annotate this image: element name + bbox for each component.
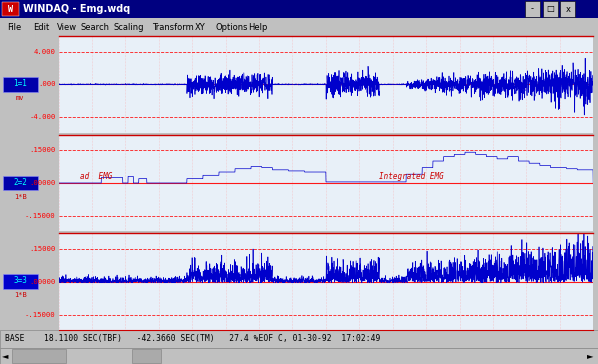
Text: WINDAQ - Emg.wdq: WINDAQ - Emg.wdq <box>23 4 130 14</box>
Bar <box>560 1 575 16</box>
Text: 4.000: 4.000 <box>33 49 56 55</box>
Text: .15000: .15000 <box>29 246 56 252</box>
Text: Scaling: Scaling <box>114 23 144 32</box>
Text: Search: Search <box>81 23 109 32</box>
Text: 1*B: 1*B <box>14 293 27 298</box>
Text: ◄: ◄ <box>2 352 8 360</box>
Bar <box>12 349 66 363</box>
Text: XY: XY <box>194 23 205 32</box>
Text: -.15000: -.15000 <box>25 312 56 318</box>
Bar <box>543 1 558 16</box>
Bar <box>0 348 598 364</box>
Text: Integrated EMG: Integrated EMG <box>379 172 444 181</box>
Text: 1*B: 1*B <box>14 194 27 200</box>
Text: -4.000: -4.000 <box>29 114 56 119</box>
Bar <box>0 330 598 348</box>
Text: Transform: Transform <box>152 23 194 32</box>
Bar <box>0 18 598 36</box>
Text: ►: ► <box>587 352 594 360</box>
Bar <box>0 0 598 18</box>
Text: ad  EMG: ad EMG <box>80 172 112 181</box>
Text: Help: Help <box>248 23 267 32</box>
Text: .00000: .00000 <box>29 279 56 285</box>
Bar <box>2 2 19 16</box>
Text: Options: Options <box>215 23 248 32</box>
Text: File: File <box>7 23 22 32</box>
Text: □: □ <box>547 4 554 13</box>
Text: x: x <box>565 4 570 13</box>
Bar <box>3 176 38 190</box>
Text: View: View <box>57 23 77 32</box>
Bar <box>3 77 38 92</box>
Text: -.15000: -.15000 <box>25 213 56 219</box>
Text: mv: mv <box>16 95 25 101</box>
Text: BASE    18.1100 SEC(TBF)   -42.3660 SEC(TM)   27.4 %EOF C, 01-30-92  17:02:49: BASE 18.1100 SEC(TBF) -42.3660 SEC(TM) 2… <box>5 335 380 344</box>
Bar <box>3 274 38 289</box>
Bar <box>132 349 161 363</box>
Text: W: W <box>8 4 13 13</box>
Text: 2=2: 2=2 <box>13 178 28 187</box>
Text: 3=3: 3=3 <box>13 276 28 285</box>
Text: .000: .000 <box>38 81 56 87</box>
Text: .00000: .00000 <box>29 180 56 186</box>
Text: -: - <box>531 4 534 13</box>
Text: 1=1: 1=1 <box>13 79 28 88</box>
Text: Edit: Edit <box>33 23 49 32</box>
Bar <box>525 1 540 16</box>
Text: .15000: .15000 <box>29 147 56 153</box>
